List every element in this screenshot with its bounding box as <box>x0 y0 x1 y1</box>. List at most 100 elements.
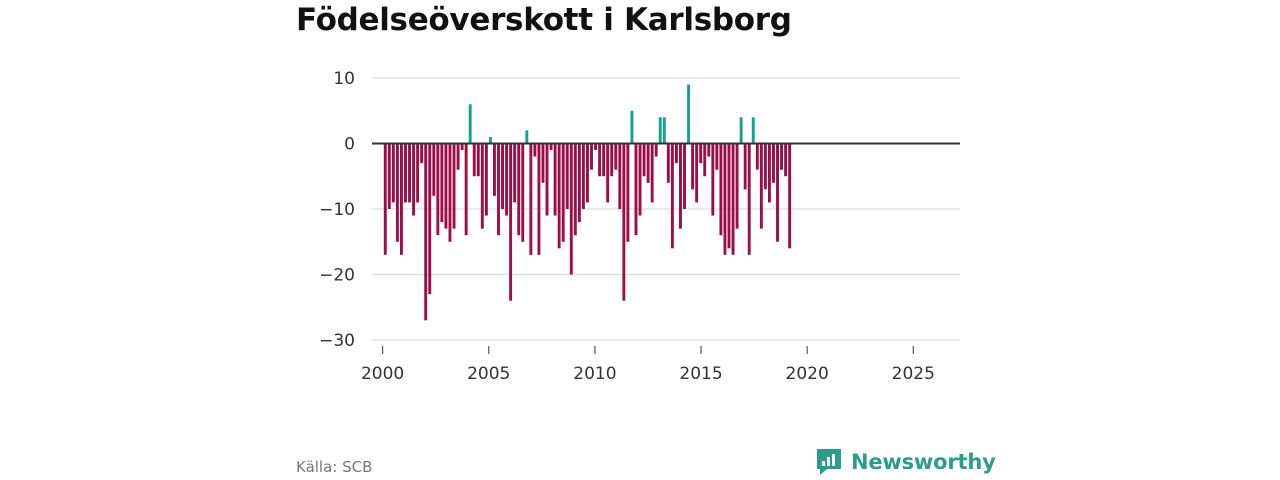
bar-negative <box>416 143 420 203</box>
bar-negative <box>428 143 432 295</box>
bar-negative <box>626 143 630 242</box>
bar-negative <box>634 143 638 236</box>
bar-negative <box>598 143 602 177</box>
bar-negative <box>610 143 614 177</box>
bar-negative <box>723 143 727 255</box>
bar-negative <box>731 143 735 255</box>
bar-negative <box>594 143 597 151</box>
bar-negative <box>622 143 626 301</box>
bar-negative <box>460 143 464 151</box>
y-tick-label: −10 <box>319 200 355 220</box>
bar-positive <box>630 110 634 144</box>
bar-negative <box>529 143 533 255</box>
bar-negative <box>412 143 416 216</box>
bar-negative <box>707 143 711 157</box>
newsworthy-logo-icon <box>817 449 841 475</box>
bar-negative <box>391 143 395 203</box>
bar-negative <box>618 143 622 209</box>
bar-negative <box>581 143 585 209</box>
bar-negative <box>703 143 707 177</box>
bar-negative <box>719 143 723 236</box>
y-tick-label: −20 <box>319 266 355 286</box>
bars <box>383 84 792 321</box>
bar-negative <box>759 143 763 229</box>
bar-negative <box>606 143 610 203</box>
bar-negative <box>408 143 411 203</box>
bar-negative <box>476 143 480 177</box>
bar-negative <box>763 143 767 190</box>
bar-negative <box>452 143 456 229</box>
bar-negative <box>399 143 403 255</box>
bar-negative <box>715 143 719 170</box>
bar-negative <box>670 143 674 249</box>
bar-negative <box>513 143 517 203</box>
bar-negative <box>767 143 771 203</box>
bar-negative <box>683 143 686 209</box>
bar-negative <box>602 143 606 177</box>
bar-positive <box>739 117 743 144</box>
bar-positive <box>662 117 666 144</box>
bar-negative <box>501 143 504 209</box>
bar-negative <box>444 143 448 229</box>
bar-negative <box>557 143 561 249</box>
bar-negative <box>646 143 650 183</box>
chart-title: Födelseöverskott i Karlsborg <box>296 2 792 38</box>
bar-negative <box>590 143 593 170</box>
bar-negative <box>691 143 695 190</box>
bar-negative <box>545 143 549 216</box>
bar-negative <box>521 143 525 242</box>
bar-negative <box>573 143 577 236</box>
bar-negative <box>484 143 488 216</box>
bar-negative <box>541 143 545 183</box>
bar-negative <box>650 143 654 203</box>
y-tick-label: 0 <box>344 135 355 155</box>
bar-positive <box>468 104 472 144</box>
bar-positive <box>658 117 662 144</box>
bar-negative <box>586 143 589 203</box>
bar-positive <box>488 136 492 144</box>
bar-negative <box>569 143 573 275</box>
bar-negative <box>517 143 521 236</box>
x-tick-label: 2025 <box>892 364 935 384</box>
bar-negative <box>699 143 703 164</box>
bar-negative <box>666 143 670 183</box>
bar-negative <box>755 143 759 170</box>
bar-negative <box>727 143 731 249</box>
bar-negative <box>654 143 658 157</box>
gridlines <box>372 77 960 341</box>
y-axis-ticks: 10 0 −10 −20 −30 <box>319 69 355 351</box>
brand-logo[interactable]: Newsworthy <box>815 447 996 477</box>
bar-negative <box>387 143 391 209</box>
bar-negative <box>776 143 779 242</box>
x-tick-label: 2015 <box>679 364 722 384</box>
bar-negative <box>780 143 784 170</box>
y-tick-label: −30 <box>319 331 355 351</box>
x-tick-label: 2010 <box>573 364 616 384</box>
bar-negative <box>420 143 424 164</box>
bar-negative <box>549 143 553 151</box>
bar-negative <box>788 143 792 249</box>
bar-negative <box>472 143 476 177</box>
bar-negative <box>614 143 618 170</box>
bar-negative <box>679 143 682 229</box>
bar-negative <box>464 143 468 236</box>
bar-negative <box>436 143 440 236</box>
bar-negative <box>638 143 642 216</box>
bar-negative <box>505 143 509 216</box>
bar-negative <box>561 143 565 242</box>
bar-negative <box>565 143 569 209</box>
bar-negative <box>533 143 537 157</box>
bar-negative <box>448 143 452 242</box>
x-axis-ticks: 2000 2005 2010 2015 2020 2025 <box>361 346 935 384</box>
bar-negative <box>432 143 436 196</box>
bar-negative <box>440 143 444 223</box>
bar-negative <box>743 143 747 190</box>
bar-negative <box>492 143 496 196</box>
bar-negative <box>711 143 715 216</box>
x-tick-label: 2020 <box>786 364 829 384</box>
x-tick-label: 2005 <box>467 364 510 384</box>
bar-negative <box>747 143 751 255</box>
brand-name: Newsworthy <box>851 450 996 474</box>
bar-negative <box>424 143 428 321</box>
